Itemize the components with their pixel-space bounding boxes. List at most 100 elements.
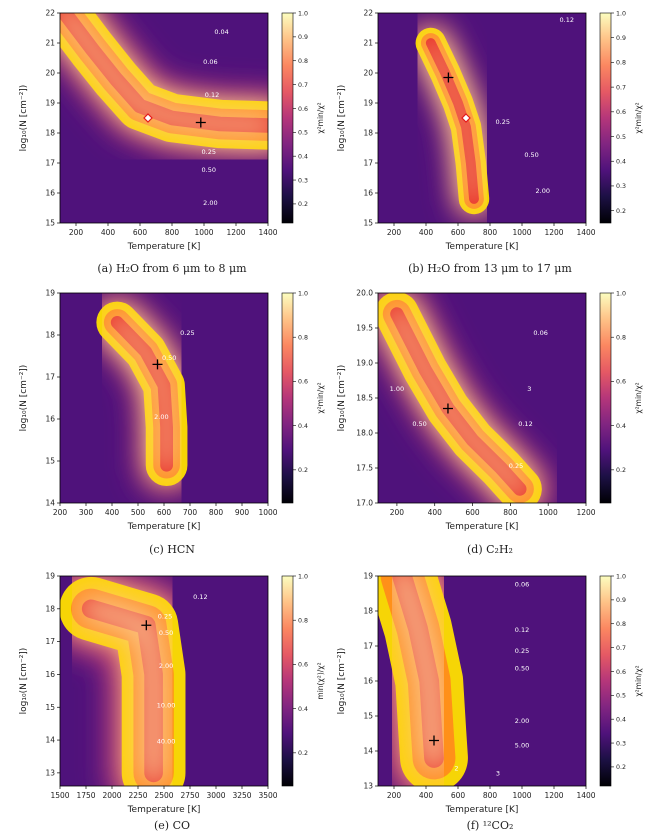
x-tick-label: 1400 (576, 791, 595, 800)
y-tick-label: 20.0 (356, 289, 373, 298)
colorbar-tick-label: 0.6 (298, 106, 308, 113)
x-tick-label: 600 (157, 508, 172, 517)
panel-f-caption: (f) ¹²CO₂ (466, 819, 514, 832)
x-tick-label: 200 (69, 228, 84, 237)
x-tick-label: 600 (451, 791, 466, 800)
colorbar-tick-label: 0.2 (616, 208, 626, 215)
y-axis-label: log₁₀(N [cm⁻²]) (337, 648, 347, 715)
colorbar-tick-label: 0.5 (616, 134, 626, 141)
y-tick-label: 21 (45, 39, 55, 48)
x-tick-label: 700 (183, 508, 198, 517)
y-tick-label: 19 (45, 289, 55, 298)
colorbar-tick-label: 0.6 (616, 669, 626, 676)
contour-label: 0.12 (518, 420, 532, 428)
y-tick-label: 15 (45, 457, 55, 466)
x-tick-label: 800 (209, 508, 224, 517)
colorbar-tick-label: 1.0 (616, 290, 626, 297)
colorbar-tick-label: 0.8 (616, 335, 626, 342)
y-tick-label: 18 (45, 331, 55, 340)
heatmap-field: 0.12 0.25 0.50 2.00 10.00 40.00 (60, 576, 268, 786)
best-fit-cross-icon (141, 620, 152, 631)
y-tick-label: 18 (363, 607, 373, 616)
colorbar-tick-label: 0.6 (616, 379, 626, 386)
x-tick-label: 200 (390, 508, 405, 517)
colorbar-tick-label: 0.4 (298, 423, 308, 430)
contour-label: 5.00 (515, 742, 529, 750)
x-tick-label: 200 (387, 791, 402, 800)
panel-d-caption: (d) C₂H₂ (467, 543, 513, 556)
colorbar-tick-label: 0.6 (616, 109, 626, 116)
best-fit-cross-icon (443, 72, 454, 83)
y-tick-label: 15 (363, 219, 373, 228)
x-tick-label: 900 (235, 508, 250, 517)
colorbar-tick-label: 0.4 (616, 159, 626, 166)
x-tick-label: 2500 (154, 791, 173, 800)
y-tick-label: 17 (363, 642, 373, 651)
contour-label: 0.50 (515, 665, 529, 673)
colorbar-tick-label: 0.2 (616, 467, 626, 474)
x-tick-label: 600 (465, 508, 480, 517)
panel-d-chart: 0.06 0.12 0.25 0.50 1.00 3 200 400 600 800 1000 120… (337, 289, 643, 532)
y-tick-label: 16 (45, 415, 55, 424)
y-tick-label: 15 (363, 712, 373, 721)
contour-label: 0.06 (533, 329, 547, 337)
colorbar-tick-label: 0.8 (616, 621, 626, 628)
contour-label: 3 (527, 385, 531, 393)
contour-label: 0.50 (412, 420, 426, 428)
colorbar-tick-label: 1.0 (616, 573, 626, 580)
contour-label: 0.12 (193, 593, 207, 601)
colorbar-tick-label: 0.3 (616, 740, 626, 747)
colorbar-tick-label: 1.0 (298, 10, 308, 17)
x-tick-label: 3250 (232, 791, 251, 800)
x-tick-label: 400 (419, 228, 434, 237)
colorbar-tick-label: 0.8 (298, 618, 308, 625)
x-axis-label: Temperature [K] (127, 242, 201, 252)
contour-label: 0.50 (202, 166, 216, 174)
colorbar (599, 575, 612, 787)
reference-diamond-icon (461, 113, 471, 123)
x-tick-label: 300 (79, 508, 94, 517)
y-tick-label: 19.0 (356, 359, 373, 368)
y-tick-label: 14 (45, 736, 55, 745)
x-tick-label: 400 (419, 791, 434, 800)
y-tick-label: 17.0 (356, 499, 373, 508)
y-tick-label: 14 (45, 499, 55, 508)
x-axis-label: Temperature [K] (445, 242, 519, 252)
panel-a-chart: 0.04 0.06 0.12 0.25 0.50 2.00 200 400 600 800 1000… (19, 9, 325, 252)
y-tick-label: 20 (363, 69, 373, 78)
heatmap-field: 0.06 0.12 0.25 0.50 2.00 5.00 2 3 (378, 576, 586, 786)
y-tick-label: 17.5 (356, 464, 373, 473)
colorbar-tick-label: 0.2 (616, 764, 626, 771)
colorbar-tick-label: 0.2 (298, 467, 308, 474)
heatmap-field: 0.04 0.06 0.12 0.25 0.50 2.00 (60, 13, 268, 223)
panel-c-caption: (c) HCN (149, 543, 195, 556)
colorbar-label: χ²min/χ² (634, 102, 643, 133)
y-axis-label: log₁₀(N [cm⁻²]) (337, 85, 347, 152)
colorbar-tick-label: 0.2 (298, 201, 308, 208)
y-tick-label: 18 (45, 604, 55, 613)
colorbar-tick-label: 0.2 (298, 750, 308, 757)
colorbar-tick-label: 0.4 (298, 153, 308, 160)
y-tick-label: 16 (363, 189, 373, 198)
y-tick-label: 19.5 (356, 324, 373, 333)
colorbar-tick-label: 0.9 (616, 35, 626, 42)
x-tick-label: 3000 (206, 791, 225, 800)
y-tick-label: 19 (45, 572, 55, 581)
contour-label: 1.00 (390, 385, 404, 393)
colorbar (281, 12, 294, 224)
y-tick-label: 22 (45, 9, 55, 18)
x-tick-label: 1000 (194, 228, 213, 237)
contour-label: 2.00 (159, 662, 173, 670)
colorbar (599, 12, 612, 224)
contour-label: 2.00 (203, 199, 217, 207)
y-axis-label: log₁₀(N [cm⁻²]) (337, 365, 347, 432)
panel-e-chart: 0.12 0.25 0.50 2.00 10.00 40.00 1500 1750 2000 22… (19, 572, 325, 815)
y-tick-label: 17 (45, 637, 55, 646)
y-tick-label: 19 (45, 99, 55, 108)
y-tick-label: 16 (45, 670, 55, 679)
panel-c-chart: 0.25 0.50 2.00 200 300 400 500 600 700 800 900 1000… (19, 289, 325, 532)
colorbar-tick-label: 0.7 (298, 82, 308, 89)
x-tick-label: 1000 (539, 508, 558, 517)
colorbar (281, 575, 294, 787)
y-tick-label: 14 (363, 747, 373, 756)
